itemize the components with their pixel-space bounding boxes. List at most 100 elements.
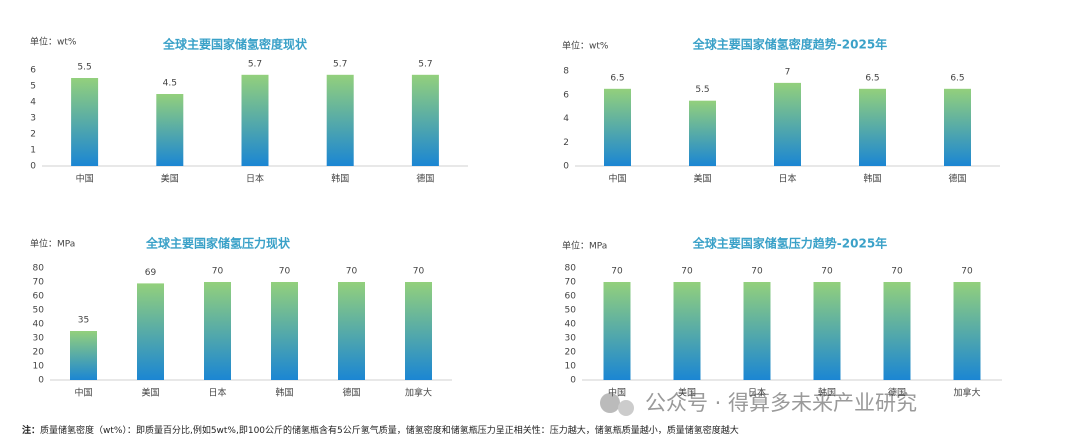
y-tick-label: 3 xyxy=(30,114,36,124)
data-label: 4.5 xyxy=(163,79,177,89)
y-tick-label: 40 xyxy=(33,320,45,330)
x-tick-label: 加拿大 xyxy=(953,387,980,399)
y-tick-label: 0 xyxy=(563,162,569,172)
x-tick-label: 日本 xyxy=(748,387,766,399)
bar xyxy=(411,74,439,166)
unit-label: 单位：wt% xyxy=(30,36,77,48)
bar xyxy=(326,74,354,166)
watermark-icon xyxy=(600,393,634,416)
x-tick-label: 美国 xyxy=(693,173,711,185)
bar xyxy=(774,82,801,166)
bar xyxy=(813,282,841,380)
data-label: 6.5 xyxy=(865,73,879,83)
y-tick-label: 8 xyxy=(563,67,569,77)
data-label: 5.7 xyxy=(248,59,262,69)
bar xyxy=(405,282,432,380)
y-tick-label: 70 xyxy=(565,278,577,288)
x-tick-label: 美国 xyxy=(141,387,159,399)
data-label: 70 xyxy=(751,267,763,277)
y-tick-label: 30 xyxy=(565,334,577,344)
y-tick-label: 0 xyxy=(570,376,576,386)
bar xyxy=(338,282,365,380)
x-tick-label: 中国 xyxy=(608,173,626,185)
y-tick-label: 6 xyxy=(563,90,569,100)
unit-label: 单位：MPa xyxy=(562,240,607,252)
data-label: 70 xyxy=(346,267,358,277)
unit-label: 单位：MPa xyxy=(30,238,75,250)
data-label: 6.5 xyxy=(610,73,624,83)
bar xyxy=(137,283,164,380)
x-tick-label: 加拿大 xyxy=(405,387,432,399)
data-label: 70 xyxy=(961,267,973,277)
bar xyxy=(673,282,701,380)
y-tick-label: 60 xyxy=(33,292,45,302)
x-tick-label: 德国 xyxy=(888,387,906,399)
chart-title: 全球主要国家储氢压力现状 xyxy=(145,236,291,251)
x-tick-label: 日本 xyxy=(208,387,226,399)
data-label: 70 xyxy=(891,267,903,277)
x-tick-label: 韩国 xyxy=(331,173,349,185)
y-tick-label: 20 xyxy=(565,348,577,358)
data-label: 70 xyxy=(413,267,425,277)
y-tick-label: 0 xyxy=(30,162,36,172)
bar xyxy=(241,74,269,166)
y-tick-label: 4 xyxy=(30,98,36,108)
y-tick-label: 2 xyxy=(30,130,36,140)
chart-title: 全球主要国家储氢压力趋势-2025年 xyxy=(692,236,887,251)
footnote: 注：质量储氢密度（wt%）：即质量百分比,例如5wt%,即100公斤的储氢瓶含有… xyxy=(22,424,739,436)
x-tick-label: 日本 xyxy=(246,173,264,185)
y-tick-label: 80 xyxy=(33,264,45,274)
footnote-text: 质量储氢密度（wt%）：即质量百分比,例如5wt%,即100公斤的储氢瓶含有5公… xyxy=(40,424,739,436)
y-tick-label: 40 xyxy=(565,320,577,330)
x-tick-label: 韩国 xyxy=(275,387,293,399)
y-tick-label: 1 xyxy=(30,146,36,156)
data-label: 6.5 xyxy=(950,73,964,83)
bar xyxy=(604,88,631,166)
y-tick-label: 0 xyxy=(38,376,44,386)
y-tick-label: 2 xyxy=(563,138,569,148)
bar xyxy=(603,282,631,380)
x-tick-label: 德国 xyxy=(416,173,434,185)
y-tick-label: 80 xyxy=(565,264,577,274)
footnote-label: 注： xyxy=(22,424,40,436)
data-label: 35 xyxy=(78,316,89,326)
bar xyxy=(71,78,99,166)
y-tick-label: 50 xyxy=(565,306,577,316)
chart-title: 全球主要国家储氢密度趋势-2025年 xyxy=(692,37,887,52)
bar xyxy=(953,282,981,380)
data-label: 5.5 xyxy=(695,85,709,95)
bar xyxy=(271,282,298,380)
y-tick-label: 70 xyxy=(33,278,45,288)
bar xyxy=(944,88,971,166)
y-tick-label: 50 xyxy=(33,306,45,316)
data-label: 5.7 xyxy=(418,59,432,69)
x-tick-label: 中国 xyxy=(608,387,626,399)
data-label: 5.7 xyxy=(333,59,347,69)
bar xyxy=(70,331,97,380)
x-tick-label: 中国 xyxy=(76,173,94,185)
data-label: 69 xyxy=(145,268,157,278)
bar xyxy=(743,282,771,380)
watermark: 公众号 · 得算多未来产业研究 xyxy=(645,391,917,415)
chart-title: 全球主要国家储氢密度现状 xyxy=(162,37,308,52)
data-label: 7 xyxy=(785,67,791,77)
bar xyxy=(689,100,716,166)
y-tick-label: 5 xyxy=(30,82,36,92)
y-tick-label: 6 xyxy=(30,66,36,76)
data-label: 70 xyxy=(681,267,693,277)
x-tick-label: 德国 xyxy=(342,387,360,399)
x-tick-label: 美国 xyxy=(161,173,179,185)
data-label: 70 xyxy=(821,267,833,277)
data-label: 70 xyxy=(611,267,623,277)
bar xyxy=(204,282,231,380)
y-tick-label: 60 xyxy=(565,292,577,302)
bar xyxy=(883,282,911,380)
x-tick-label: 德国 xyxy=(948,173,966,185)
data-label: 5.5 xyxy=(77,63,91,73)
bar xyxy=(156,94,184,166)
y-tick-label: 4 xyxy=(563,114,569,124)
x-tick-label: 韩国 xyxy=(818,387,836,399)
x-tick-label: 中国 xyxy=(74,387,92,399)
data-label: 70 xyxy=(212,267,224,277)
